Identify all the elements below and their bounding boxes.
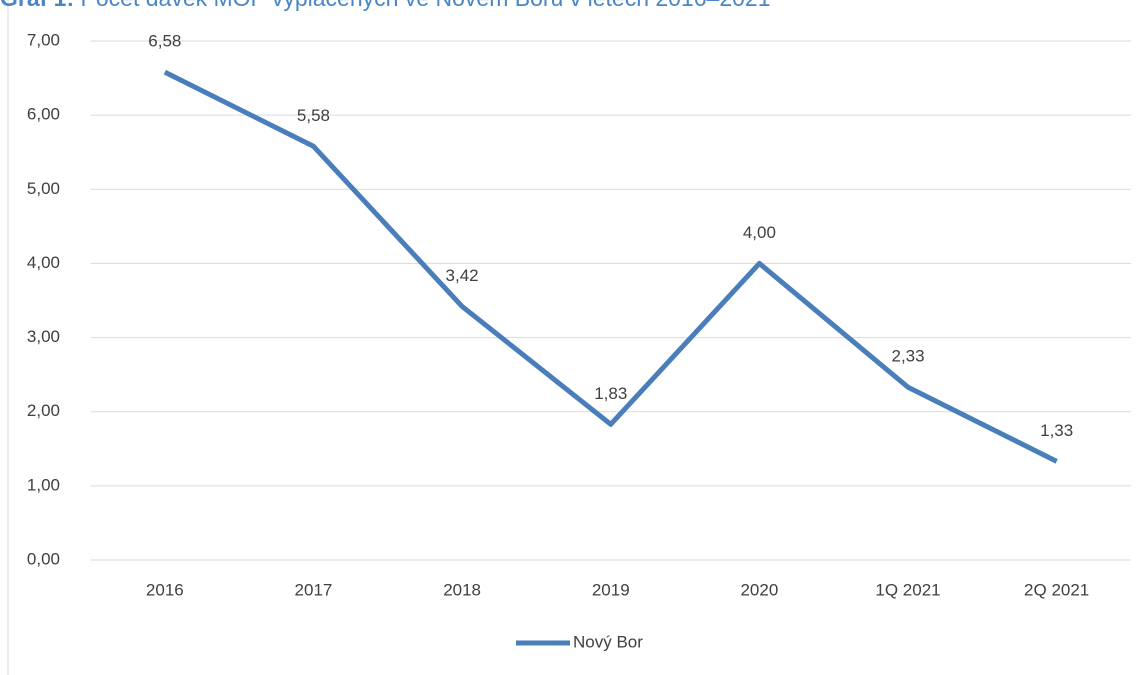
y-tick-label: 1,00 (27, 475, 60, 494)
data-label: 2,33 (891, 347, 924, 366)
x-tick-label: 2020 (740, 580, 778, 599)
x-tick-label: 2Q 2021 (1024, 580, 1089, 599)
chart-title: Graf 1: Počet dávek MOP vyplacených ve N… (0, 0, 771, 11)
x-tick-label: 2016 (146, 580, 184, 599)
data-label: 1,33 (1040, 421, 1073, 440)
y-tick-label: 3,00 (27, 327, 60, 346)
title-text: Počet dávek MOP vyplacených ve Novém Bor… (81, 0, 771, 11)
data-label: 6,58 (148, 32, 181, 51)
data-label: 5,58 (297, 106, 330, 125)
y-tick-label: 4,00 (27, 253, 60, 272)
line-series (163, 69, 1058, 464)
y-tick-label: 5,00 (27, 179, 60, 198)
x-tick-label: 2018 (443, 580, 481, 599)
y-tick-label: 0,00 (27, 549, 60, 568)
data-label: 1,83 (594, 384, 627, 403)
title-label: Graf 1: (0, 0, 74, 11)
y-tick-label: 6,00 (27, 105, 60, 124)
data-label: 4,00 (743, 223, 776, 242)
legend-label: Nový Bor (573, 632, 643, 651)
x-tick-label: 1Q 2021 (875, 580, 940, 599)
x-tick-label: 2019 (592, 580, 630, 599)
data-label: 3,42 (446, 266, 479, 285)
y-tick-label: 2,00 (27, 401, 60, 420)
y-tick-label: 7,00 (27, 30, 60, 49)
x-tick-label: 2017 (295, 580, 333, 599)
chart-frame (7, 0, 9, 675)
